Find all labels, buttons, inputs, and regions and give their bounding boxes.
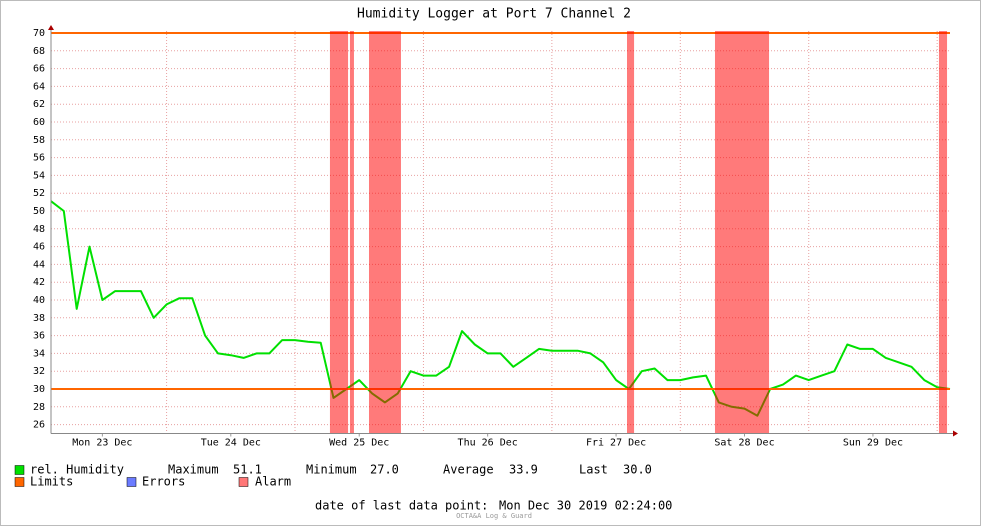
y-tick-label: 44 — [33, 259, 45, 270]
y-tick-label: 28 — [33, 402, 45, 413]
y-tick-label: 36 — [33, 331, 45, 342]
alarm-band — [368, 31, 401, 434]
alarm-band — [329, 31, 349, 434]
x-tick-label: Fri 27 Dec — [586, 438, 646, 449]
y-tick-label: 60 — [33, 117, 45, 128]
x-tick-label: Tue 24 Dec — [201, 438, 261, 449]
footer-label: date of last data point: — [315, 499, 488, 513]
stat-name: Last — [579, 463, 608, 477]
alarm-band — [349, 31, 354, 434]
legend-label: rel. Humidity — [30, 463, 124, 477]
legend-swatch — [14, 465, 25, 475]
y-tick-label: 70 — [33, 28, 45, 39]
stat-name: Maximum — [168, 463, 219, 477]
stat-value: 51.1 — [233, 463, 262, 477]
y-tick-label: 38 — [33, 313, 45, 324]
y-tick-label: 30 — [33, 384, 45, 395]
y-tick-label: 50 — [33, 206, 45, 217]
x-axis-arrow — [953, 430, 958, 437]
y-tick-label: 42 — [33, 277, 45, 288]
y-tick-label: 32 — [33, 366, 45, 377]
y-tick-label: 58 — [33, 135, 45, 146]
alarm-band — [714, 31, 770, 434]
stat-value: 30.0 — [623, 463, 652, 477]
watermark: OCTA&A Log & Guard — [456, 512, 532, 520]
y-tick-label: 46 — [33, 242, 45, 253]
y-tick-label: 64 — [33, 81, 45, 92]
legend-label: Errors — [142, 475, 185, 489]
y-tick-label: 48 — [33, 224, 45, 235]
y-tick-label: 62 — [33, 99, 45, 110]
y-tick-label: 68 — [33, 46, 45, 57]
legend-label: Alarm — [255, 475, 291, 489]
legend-label: Limits — [30, 475, 73, 489]
y-tick-label: 66 — [33, 64, 45, 75]
chart-title: Humidity Logger at Port 7 Channel 2 — [357, 7, 631, 22]
legend-swatch — [238, 477, 249, 487]
x-tick-label: Sat 28 Dec — [714, 438, 774, 449]
stat-name: Minimum — [306, 463, 357, 477]
legend-swatch — [14, 477, 25, 487]
footer-value: Mon Dec 30 2019 02:24:00 — [499, 499, 672, 513]
legend-swatch — [126, 477, 137, 487]
humidity-line — [50, 200, 951, 417]
y-axis-arrow — [48, 25, 54, 30]
y-tick-label: 56 — [33, 153, 45, 164]
y-tick-label: 26 — [33, 420, 45, 431]
plot-background — [51, 31, 950, 434]
y-tick-label: 40 — [33, 295, 45, 306]
x-tick-label: Thu 26 Dec — [458, 438, 518, 449]
alarm-band — [938, 31, 948, 434]
x-tick-label: Sun 29 Dec — [843, 438, 903, 449]
stat-value: 33.9 — [509, 463, 538, 477]
stat-value: 27.0 — [370, 463, 399, 477]
x-tick-label: Wed 25 Dec — [329, 438, 389, 449]
stat-name: Average — [443, 463, 494, 477]
y-tick-label: 34 — [33, 348, 45, 359]
x-tick-label: Mon 23 Dec — [72, 438, 132, 449]
y-tick-label: 52 — [33, 188, 45, 199]
alarm-band — [627, 31, 635, 434]
y-tick-label: 54 — [33, 170, 45, 181]
